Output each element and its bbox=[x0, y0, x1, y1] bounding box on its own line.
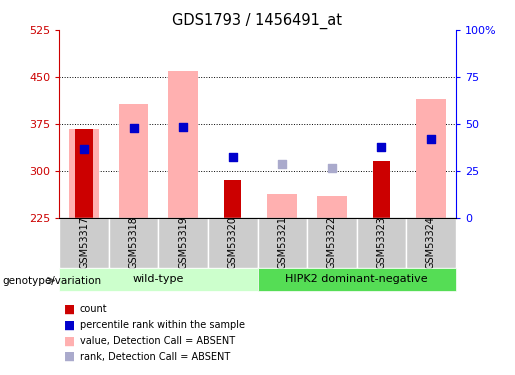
Bar bbox=[69, 129, 99, 217]
Point bbox=[229, 154, 237, 160]
Text: GSM53322: GSM53322 bbox=[327, 216, 337, 269]
Bar bbox=[258, 217, 307, 268]
Bar bbox=[416, 99, 446, 218]
Text: GSM53324: GSM53324 bbox=[426, 216, 436, 269]
Text: GSM53319: GSM53319 bbox=[178, 216, 188, 269]
Bar bbox=[356, 217, 406, 268]
Point bbox=[80, 146, 88, 152]
Bar bbox=[75, 129, 93, 217]
Text: rank, Detection Call = ABSENT: rank, Detection Call = ABSENT bbox=[80, 352, 230, 362]
Text: wild-type: wild-type bbox=[133, 274, 184, 284]
Bar bbox=[307, 217, 356, 268]
Text: value, Detection Call = ABSENT: value, Detection Call = ABSENT bbox=[80, 336, 235, 346]
Text: GSM53317: GSM53317 bbox=[79, 216, 89, 269]
Bar bbox=[406, 217, 456, 268]
Text: ■: ■ bbox=[64, 350, 76, 363]
Bar bbox=[159, 217, 208, 268]
Bar bbox=[118, 104, 148, 218]
Bar bbox=[168, 70, 198, 217]
Bar bbox=[59, 268, 258, 291]
Text: genotype/variation: genotype/variation bbox=[3, 276, 101, 285]
Bar bbox=[258, 268, 456, 291]
Text: HIPK2 dominant-negative: HIPK2 dominant-negative bbox=[285, 274, 428, 284]
Point bbox=[377, 144, 386, 150]
Text: GSM53321: GSM53321 bbox=[277, 216, 287, 269]
Bar bbox=[59, 217, 109, 268]
Point bbox=[179, 124, 187, 130]
Text: GSM53320: GSM53320 bbox=[228, 216, 238, 269]
Text: count: count bbox=[80, 304, 108, 314]
Bar bbox=[224, 180, 242, 218]
Bar bbox=[373, 161, 390, 218]
Point bbox=[129, 125, 138, 131]
Text: percentile rank within the sample: percentile rank within the sample bbox=[80, 320, 245, 330]
Bar bbox=[317, 196, 347, 217]
Point bbox=[427, 136, 435, 142]
Text: ■: ■ bbox=[64, 319, 76, 332]
Text: GSM53323: GSM53323 bbox=[376, 216, 386, 269]
Text: ■: ■ bbox=[64, 334, 76, 347]
Point bbox=[328, 165, 336, 171]
Title: GDS1793 / 1456491_at: GDS1793 / 1456491_at bbox=[173, 12, 342, 28]
Text: GSM53318: GSM53318 bbox=[129, 216, 139, 269]
Bar bbox=[109, 217, 159, 268]
Bar bbox=[208, 217, 258, 268]
Text: ■: ■ bbox=[64, 303, 76, 316]
Bar bbox=[267, 194, 297, 217]
Point bbox=[278, 161, 286, 167]
